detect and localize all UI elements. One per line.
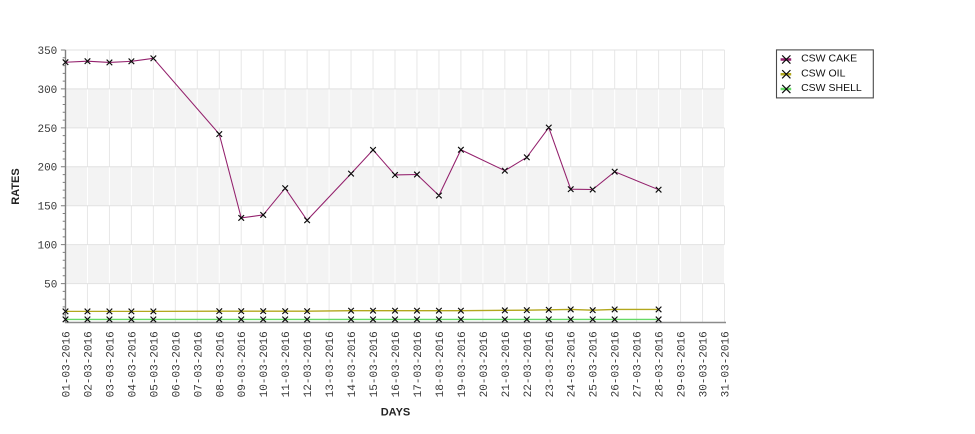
svg-text:250: 250 [37, 124, 57, 136]
svg-text:15-03-2016: 15-03-2016 [369, 331, 381, 397]
svg-text:03-03-2016: 03-03-2016 [105, 331, 117, 397]
svg-text:24-03-2016: 24-03-2016 [567, 331, 579, 397]
svg-text:26-03-2016: 26-03-2016 [611, 331, 623, 397]
svg-text:28-03-2016: 28-03-2016 [655, 331, 667, 397]
svg-text:23-03-2016: 23-03-2016 [545, 331, 557, 397]
svg-text:22-03-2016: 22-03-2016 [523, 331, 535, 397]
svg-text:350: 350 [37, 46, 57, 58]
svg-text:DAYS: DAYS [381, 407, 411, 419]
svg-text:09-03-2016: 09-03-2016 [237, 331, 249, 397]
svg-text:08-03-2016: 08-03-2016 [215, 331, 227, 397]
svg-text:200: 200 [37, 163, 57, 175]
svg-text:01-03-2016: 01-03-2016 [62, 331, 74, 397]
svg-text:100: 100 [37, 241, 57, 253]
svg-text:CSW OIL: CSW OIL [801, 67, 845, 79]
svg-text:150: 150 [37, 202, 57, 214]
svg-text:CSW SHELL: CSW SHELL [801, 82, 862, 94]
svg-text:29-03-2016: 29-03-2016 [677, 331, 689, 397]
svg-text:10-03-2016: 10-03-2016 [259, 331, 271, 397]
svg-text:30-03-2016: 30-03-2016 [699, 331, 711, 397]
svg-text:16-03-2016: 16-03-2016 [391, 331, 403, 397]
svg-text:19-03-2016: 19-03-2016 [457, 331, 469, 397]
svg-text:18-03-2016: 18-03-2016 [435, 331, 447, 397]
svg-text:27-03-2016: 27-03-2016 [633, 331, 645, 397]
svg-text:RATES: RATES [10, 168, 22, 204]
svg-text:04-03-2016: 04-03-2016 [127, 331, 139, 397]
svg-text:300: 300 [37, 85, 57, 97]
svg-text:17-03-2016: 17-03-2016 [413, 331, 425, 397]
svg-text:21-03-2016: 21-03-2016 [501, 331, 513, 397]
svg-text:05-03-2016: 05-03-2016 [149, 331, 161, 397]
svg-text:13-03-2016: 13-03-2016 [325, 331, 337, 397]
svg-text:11-03-2016: 11-03-2016 [281, 331, 293, 397]
svg-text:07-03-2016: 07-03-2016 [193, 331, 205, 397]
svg-text:31-03-2016: 31-03-2016 [721, 331, 733, 397]
svg-text:CSW CAKE: CSW CAKE [801, 53, 857, 65]
svg-text:25-03-2016: 25-03-2016 [589, 331, 601, 397]
svg-text:14-03-2016: 14-03-2016 [347, 331, 359, 397]
svg-text:50: 50 [44, 279, 57, 291]
svg-text:02-03-2016: 02-03-2016 [83, 331, 95, 397]
svg-text:12-03-2016: 12-03-2016 [303, 331, 315, 397]
svg-text:20-03-2016: 20-03-2016 [479, 331, 491, 397]
svg-text:06-03-2016: 06-03-2016 [171, 331, 183, 397]
